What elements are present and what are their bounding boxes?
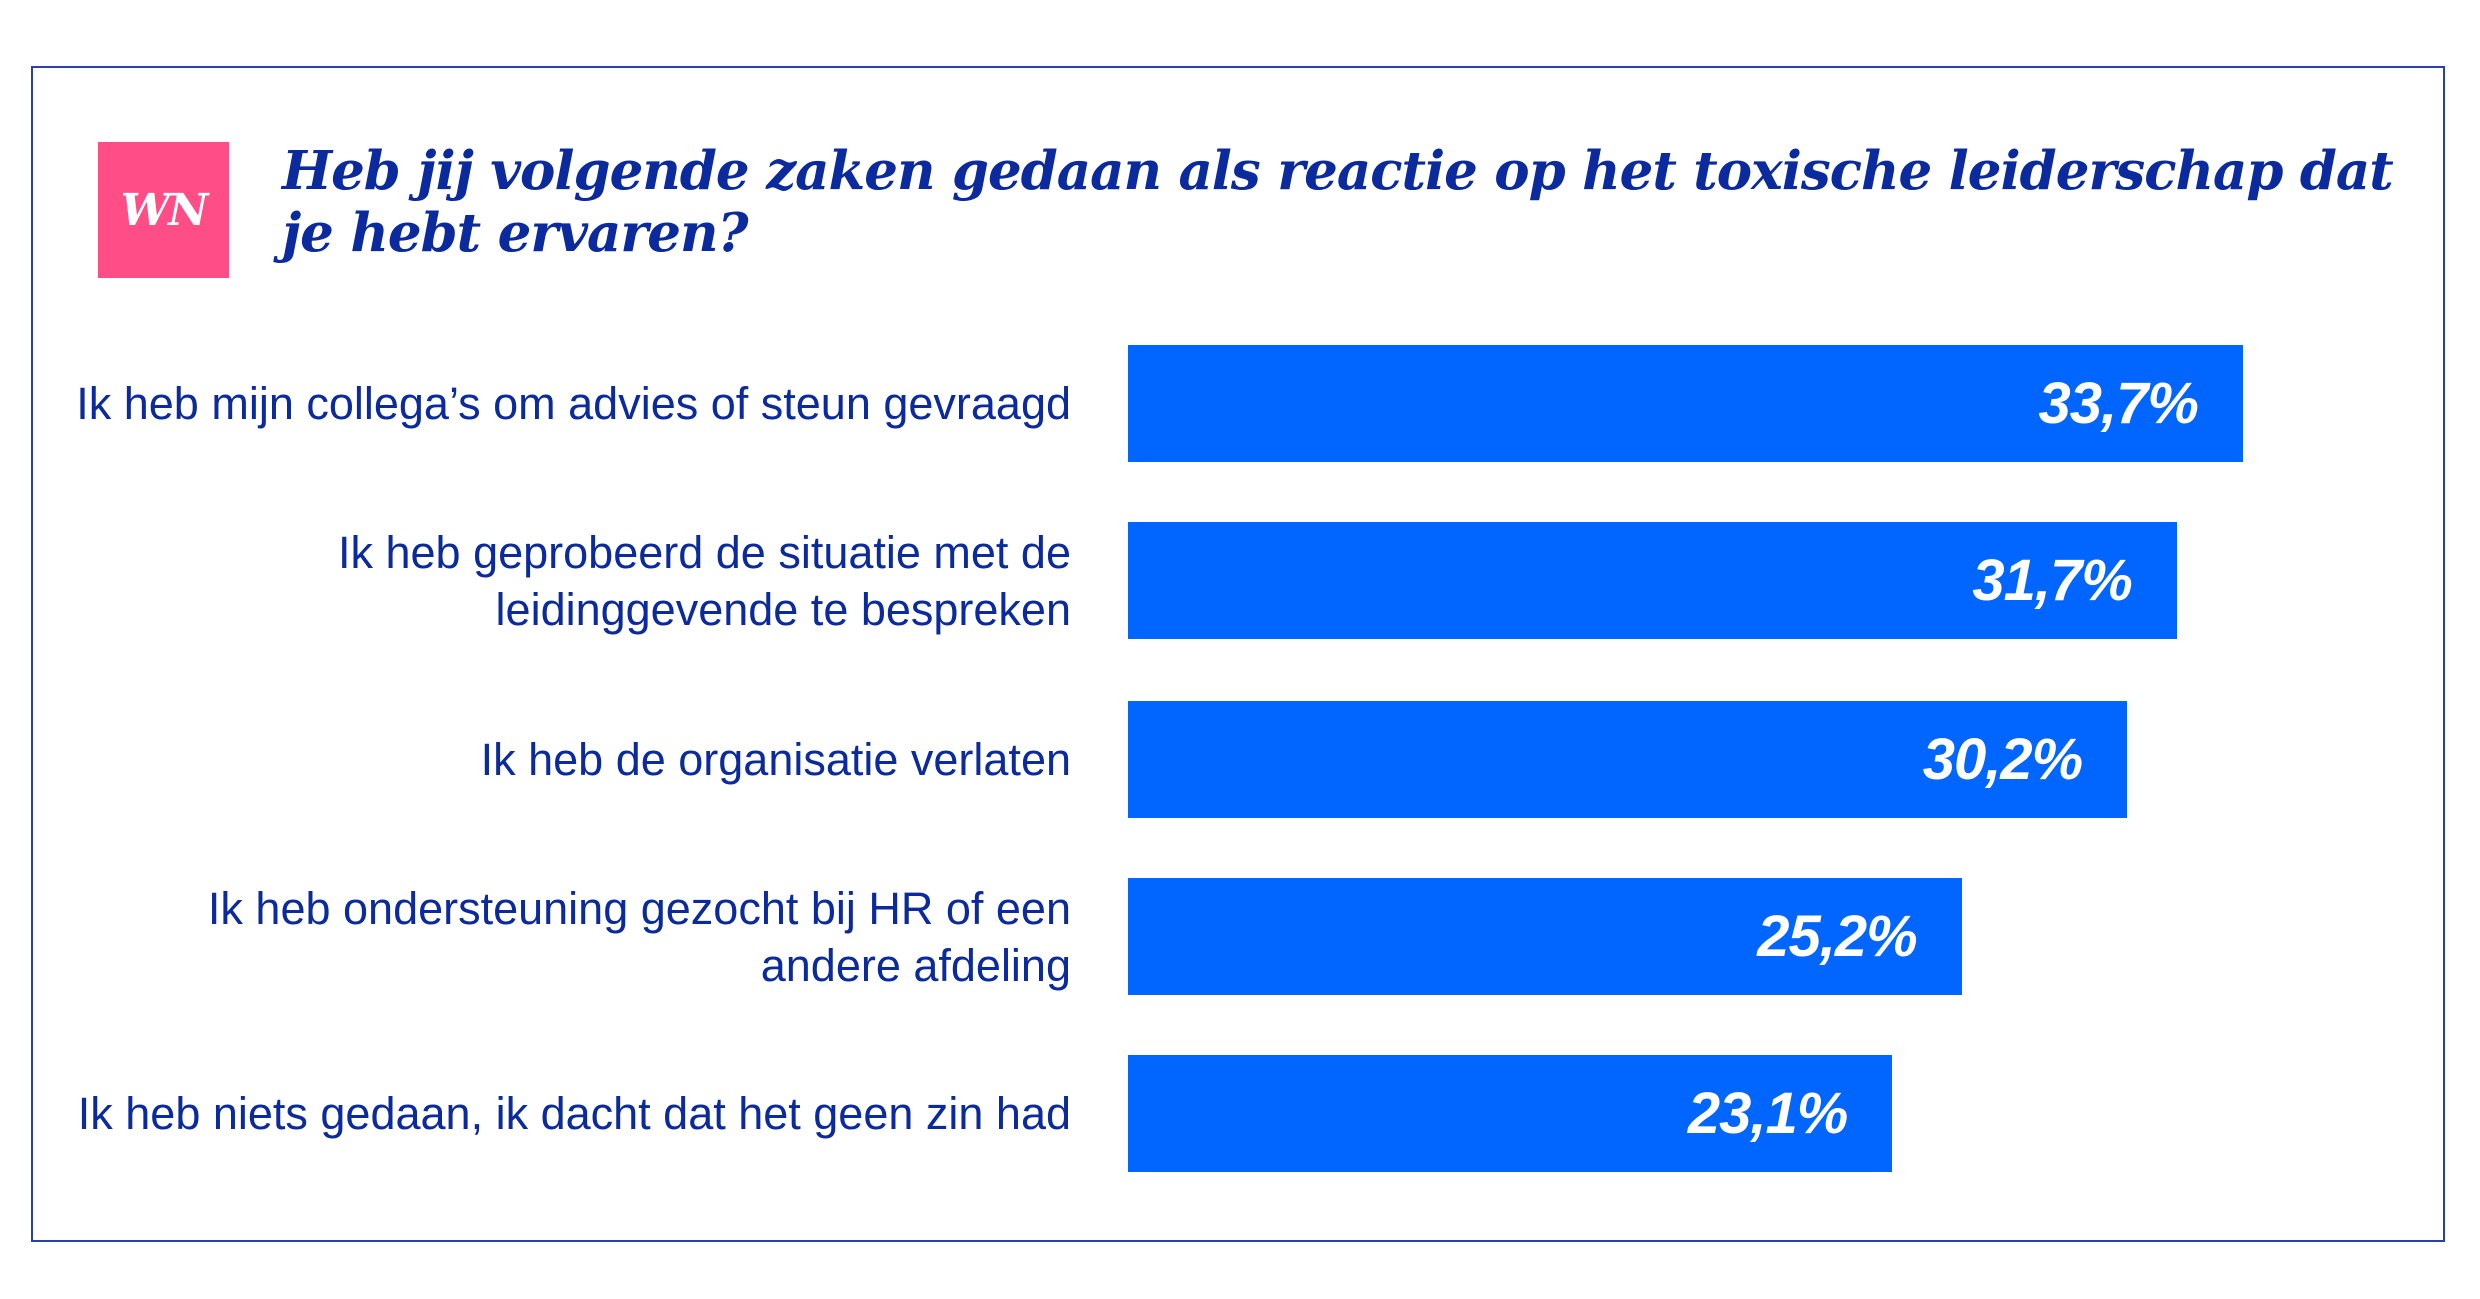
category-label: Ik heb mijn collega’s om advies of steun… xyxy=(76,378,1071,429)
wn-logo: WN xyxy=(98,142,229,278)
value-label: 30,2% xyxy=(1922,727,2083,792)
value-label: 31,7% xyxy=(1972,548,2132,613)
chart-frame xyxy=(31,66,2445,1242)
bar: 33,7% xyxy=(1128,345,2243,462)
value-label: 23,1% xyxy=(1687,1081,1848,1146)
chart-title: Heb jij volgende zaken gedaan als reacti… xyxy=(282,140,2394,264)
bar: 31,7% xyxy=(1128,522,2177,639)
category-label: Ik heb ondersteuning gezocht bij HR of e… xyxy=(207,882,1071,991)
category-label: Ik heb niets gedaan, ik dacht dat het ge… xyxy=(77,1088,1071,1139)
value-label: 25,2% xyxy=(1757,904,1917,969)
value-label: 33,7% xyxy=(2038,371,2199,436)
bar: 30,2% xyxy=(1128,701,2128,818)
bar: 25,2% xyxy=(1128,878,1962,995)
bar: 23,1% xyxy=(1128,1055,1893,1172)
category-label: Ik heb geprobeerd de situatie met de lei… xyxy=(338,526,1071,635)
category-label: Ik heb de organisatie verlaten xyxy=(480,734,1071,785)
